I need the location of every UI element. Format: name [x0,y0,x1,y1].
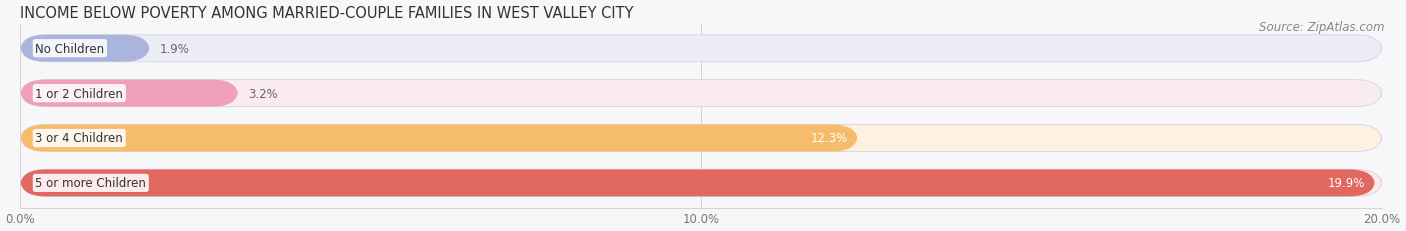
Text: 1.9%: 1.9% [160,43,190,55]
Text: 12.3%: 12.3% [810,132,848,145]
Text: 19.9%: 19.9% [1327,177,1365,190]
FancyBboxPatch shape [20,36,1382,62]
Text: No Children: No Children [35,43,104,55]
Text: 5 or more Children: 5 or more Children [35,177,146,190]
Text: Source: ZipAtlas.com: Source: ZipAtlas.com [1260,21,1385,34]
FancyBboxPatch shape [20,80,238,107]
FancyBboxPatch shape [20,170,1382,197]
FancyBboxPatch shape [20,125,858,152]
Text: 3 or 4 Children: 3 or 4 Children [35,132,124,145]
FancyBboxPatch shape [20,36,149,62]
FancyBboxPatch shape [20,170,1375,197]
Text: INCOME BELOW POVERTY AMONG MARRIED-COUPLE FAMILIES IN WEST VALLEY CITY: INCOME BELOW POVERTY AMONG MARRIED-COUPL… [20,6,634,21]
FancyBboxPatch shape [20,80,1382,107]
FancyBboxPatch shape [20,125,1382,152]
Text: 1 or 2 Children: 1 or 2 Children [35,87,124,100]
Text: 3.2%: 3.2% [249,87,278,100]
